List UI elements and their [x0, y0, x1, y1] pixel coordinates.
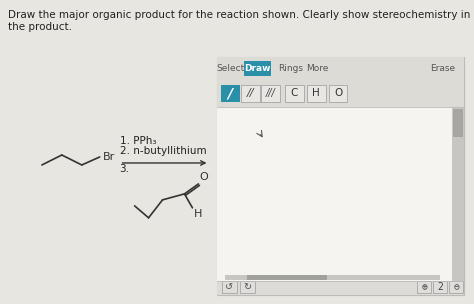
FancyBboxPatch shape [433, 281, 447, 293]
Text: Br: Br [103, 152, 115, 162]
Text: Draw the major organic product for the reaction shown. Clearly show stereochemis: Draw the major organic product for the r… [8, 10, 470, 32]
Text: ↻: ↻ [243, 282, 251, 292]
Text: 2. ​n-butyllithium: 2. ​n-butyllithium [119, 146, 206, 156]
FancyBboxPatch shape [307, 85, 326, 102]
Bar [453, 109, 463, 137]
Text: ⊕: ⊕ [421, 282, 427, 292]
Bar [218, 107, 452, 281]
Text: C: C [291, 88, 298, 98]
Text: Draw: Draw [244, 64, 271, 73]
FancyBboxPatch shape [417, 281, 431, 293]
FancyBboxPatch shape [222, 281, 237, 293]
Text: H: H [312, 88, 320, 98]
Text: ↺: ↺ [225, 282, 233, 292]
FancyBboxPatch shape [328, 85, 347, 102]
Text: //: // [246, 88, 254, 98]
Bar [225, 275, 440, 280]
Text: 2: 2 [438, 282, 443, 292]
FancyBboxPatch shape [261, 85, 280, 102]
Text: More: More [306, 64, 328, 73]
Bar [247, 275, 327, 280]
FancyBboxPatch shape [221, 85, 240, 102]
FancyBboxPatch shape [244, 61, 271, 76]
FancyBboxPatch shape [449, 281, 463, 293]
Text: O: O [334, 88, 342, 98]
Text: ⊖: ⊖ [453, 282, 459, 292]
Text: ///: /// [265, 88, 275, 98]
Text: 3.: 3. [119, 164, 130, 174]
Text: Rings: Rings [278, 64, 303, 73]
Bar [452, 107, 464, 281]
FancyBboxPatch shape [241, 85, 260, 102]
FancyBboxPatch shape [240, 281, 255, 293]
Bar [218, 57, 464, 295]
FancyBboxPatch shape [285, 85, 304, 102]
Text: O: O [200, 172, 208, 182]
Text: Select: Select [216, 64, 245, 73]
Bar [218, 281, 464, 295]
Text: 1. PPh₃: 1. PPh₃ [119, 136, 156, 146]
Text: Erase: Erase [430, 64, 456, 73]
Text: /: / [228, 86, 233, 100]
Bar [218, 57, 464, 107]
Text: H: H [193, 209, 202, 219]
